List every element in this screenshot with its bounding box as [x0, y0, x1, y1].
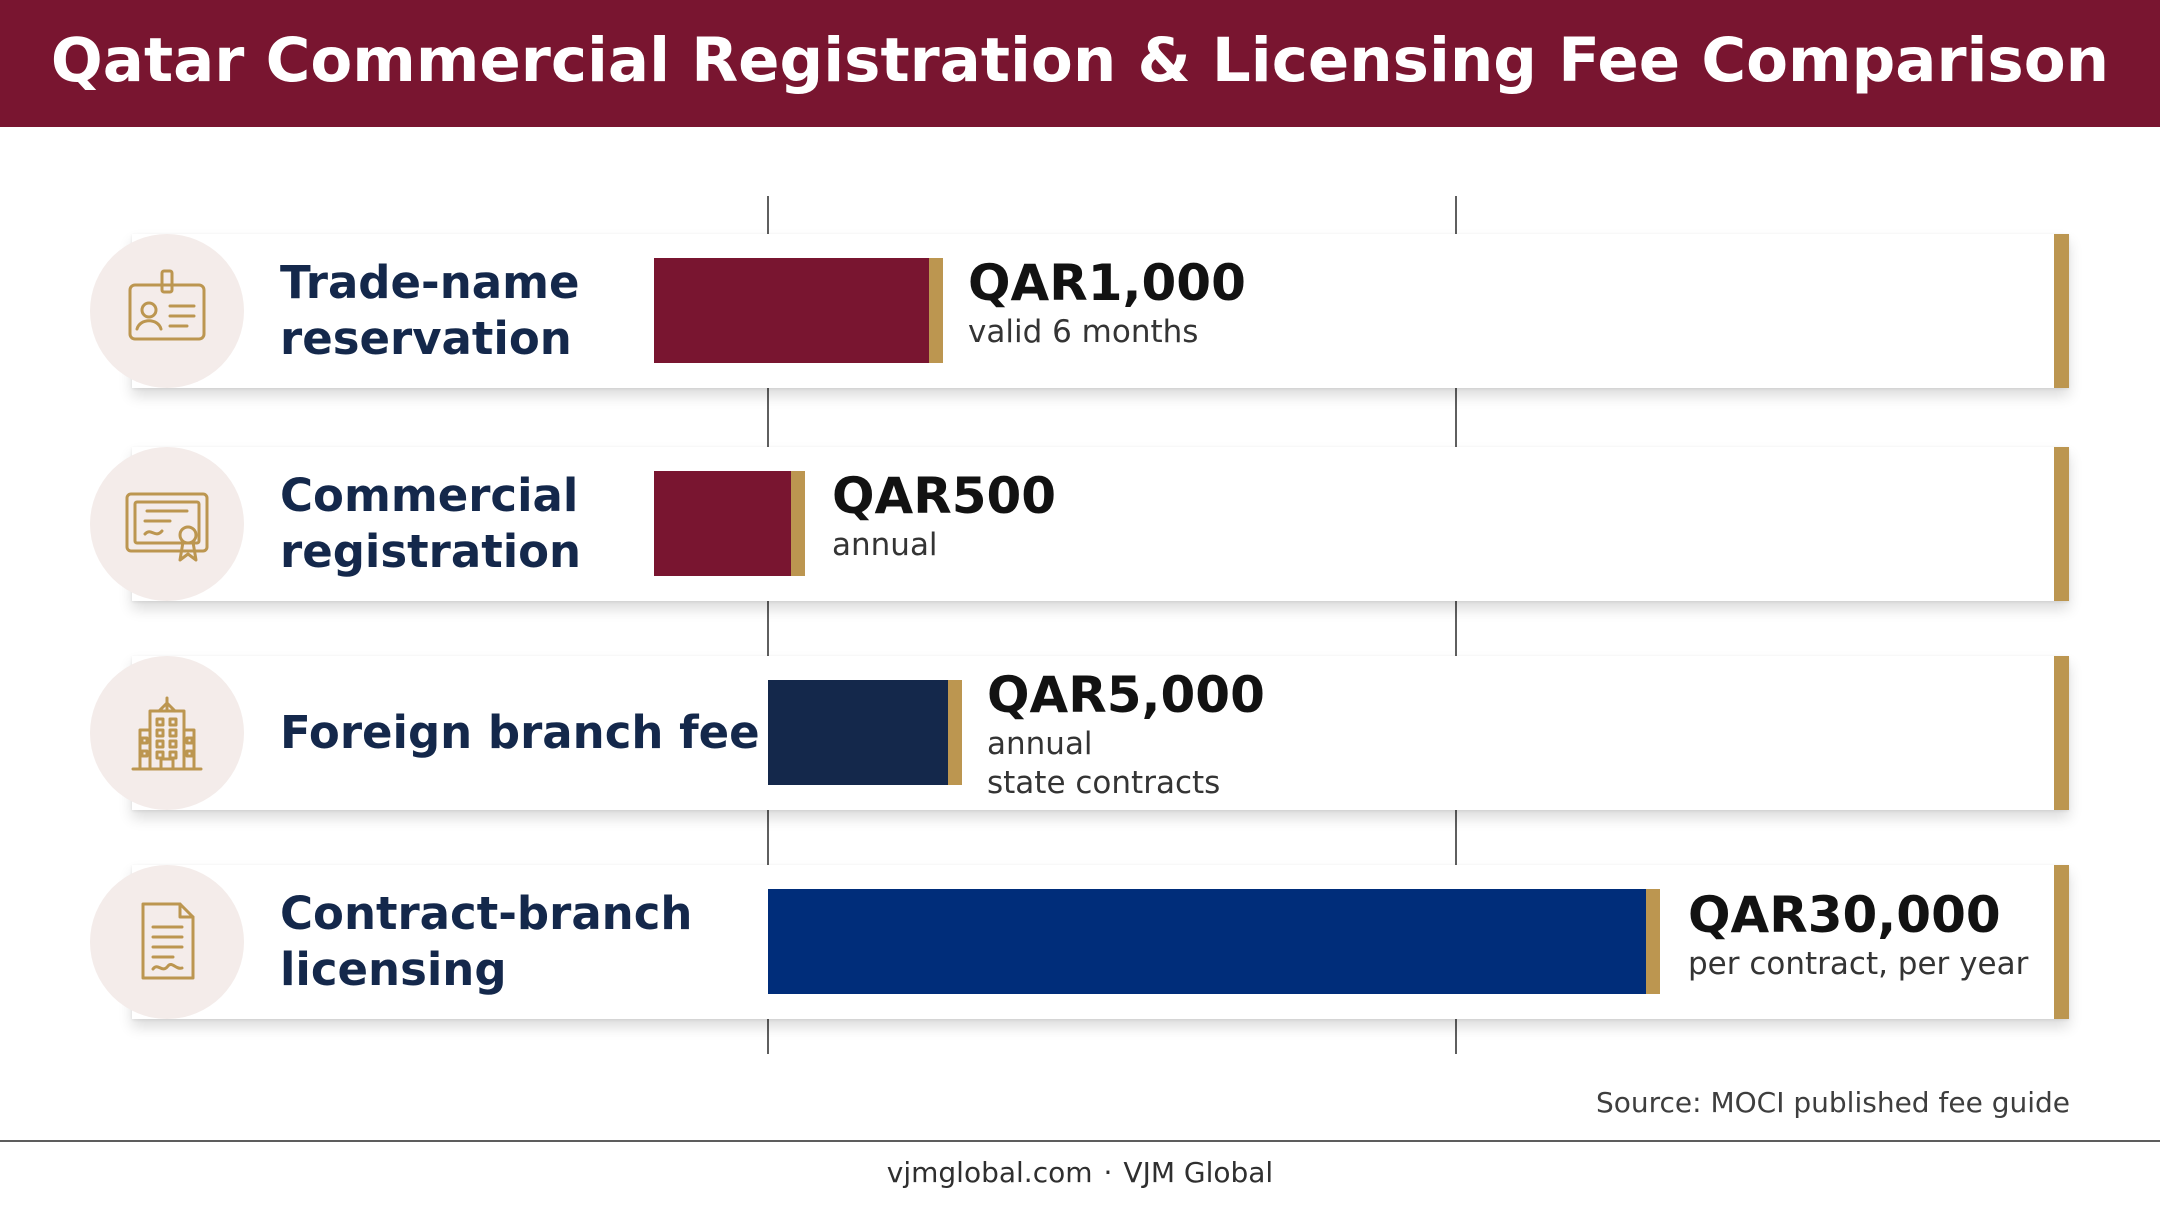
category-label: Commercial registration [280, 469, 582, 578]
fee-note: valid 6 months [968, 314, 1199, 350]
chart-title: Qatar Commercial Registration & Licensin… [50, 25, 2110, 96]
row-card [132, 234, 2069, 388]
row-right-accent [2054, 447, 2069, 601]
office-building-icon [131, 696, 203, 771]
category-label: Contract-branch licensing [280, 887, 693, 996]
bar [768, 680, 948, 785]
certificate-icon-circle [90, 447, 244, 601]
row-right-accent [2054, 656, 2069, 810]
bar-end-accent [1646, 889, 1660, 994]
category-label: Foreign branch fee [280, 706, 760, 759]
row-card [132, 656, 2069, 810]
bar-end-accent [791, 471, 805, 576]
bar [768, 889, 1646, 994]
footer-divider [0, 1140, 2160, 1142]
office-building-icon-circle [90, 656, 244, 810]
certificate-icon [125, 492, 209, 562]
contract-document-icon-circle [90, 865, 244, 1019]
fee-note: annual [987, 726, 1093, 762]
fee-value: QAR30,000 [1688, 886, 2001, 944]
data-label: QAR500 annual [832, 467, 1056, 565]
fee-note: annual [832, 527, 938, 563]
id-badge-icon [128, 269, 206, 341]
data-label: QAR1,000 valid 6 months [968, 254, 1246, 352]
bar [654, 471, 791, 576]
bar [654, 258, 929, 363]
fee-value: QAR1,000 [968, 254, 1246, 312]
footer-credit: vjmglobal.com · VJM Global [0, 1154, 2160, 1192]
id-badge-icon-circle [90, 234, 244, 388]
fee-note: state contracts [987, 765, 1221, 801]
category-label: Trade-name reservation [280, 256, 580, 365]
row-right-accent [2054, 234, 2069, 388]
footer-brand-name: VJM Global [1123, 1156, 1274, 1189]
row-right-accent [2054, 865, 2069, 1019]
fee-value: QAR500 [832, 467, 1057, 525]
row-card [132, 447, 2069, 601]
bar-end-accent [929, 258, 943, 363]
data-label: QAR30,000 per contract, per year [1688, 886, 2028, 984]
contract-document-icon [141, 902, 195, 980]
footer-separator: · [1103, 1156, 1113, 1189]
fee-value: QAR5,000 [987, 666, 1265, 724]
title-banner: Qatar Commercial Registration & Licensin… [0, 0, 2160, 127]
bar-end-accent [948, 680, 962, 785]
data-label: QAR5,000 annual state contracts [987, 666, 1265, 803]
source-note: Source: MOCI published fee guide [1595, 1086, 2070, 1119]
footer-website: vjmglobal.com [886, 1156, 1093, 1189]
fee-note: per contract, per year [1688, 946, 2029, 982]
